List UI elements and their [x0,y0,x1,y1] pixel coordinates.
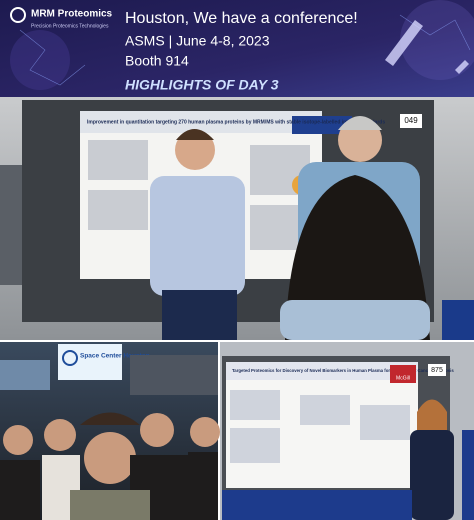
logo-name: MRM Proteomics [31,9,113,20]
title: Houston, We have a conference! [125,10,358,27]
booth: Booth 914 [125,53,189,69]
poster-title: Targeted Proteomics for Discovery of Nov… [232,368,454,373]
logo-icon [10,7,26,23]
event: ASMS | June 4-8, 2023 [125,33,270,49]
poster-title: Improvement in quantitation targeting 27… [87,119,385,125]
board-number: 875 [431,367,443,374]
logo-tagline: Precision Proteomics Technologies [31,23,109,29]
sign: Space Center Houston [80,353,150,360]
banner: MRM Proteomics Precision Proteomics Tech… [0,0,474,97]
highlight: HIGHLIGHTS OF DAY 3 [125,77,279,93]
board-number: 049 [404,116,418,125]
photo-poster-session: Improvement in quantitation targeting 27… [0,97,474,340]
poster-logo: McGill [396,375,410,381]
photo-poster-875: Targeted Proteomics for Discovery of Nov… [220,342,474,520]
photo-space-center: Space Center Houston [0,342,220,520]
